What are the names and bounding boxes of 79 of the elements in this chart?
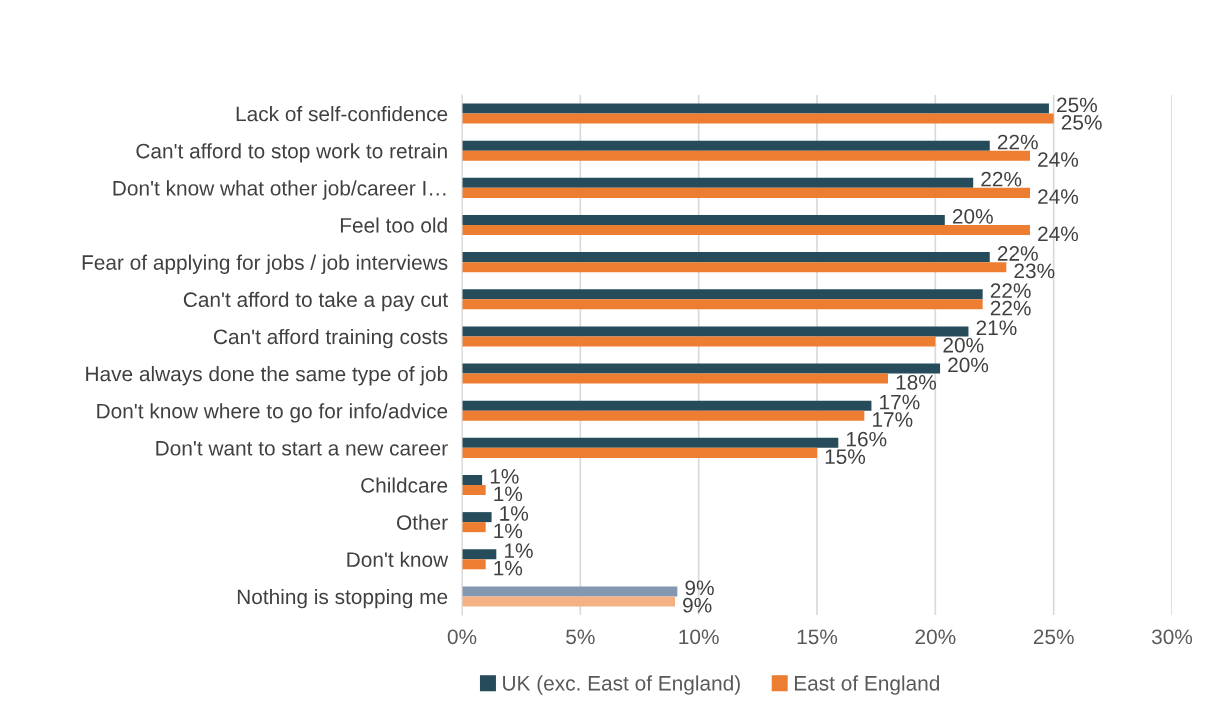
data-label: 23%	[1014, 263, 1055, 279]
data-label: 18%	[896, 375, 937, 390]
data-label: 24%	[1038, 152, 1079, 167]
data-label: 22%	[990, 300, 1031, 316]
bar	[462, 373, 888, 384]
bar	[462, 289, 983, 300]
data-label: 9%	[683, 597, 712, 613]
bar	[462, 187, 1030, 198]
y-tick-label: Don't want to start a new career	[156, 441, 448, 456]
bar	[462, 549, 497, 560]
data-label: 1%	[490, 469, 519, 484]
bar	[462, 596, 675, 607]
data-label: 15%	[825, 449, 866, 465]
bar	[462, 225, 1030, 236]
data-label: 25%	[1061, 115, 1102, 130]
bar	[462, 113, 1054, 124]
legend-label: East of England	[794, 675, 940, 695]
x-tick-label: 5%	[566, 629, 595, 645]
bar	[462, 522, 486, 533]
y-tick-label: Other	[397, 514, 448, 530]
y-tick-label: Don't know where to go for info/advice	[97, 403, 448, 423]
x-tick-label: 20%	[915, 629, 956, 645]
data-label: 25%	[1057, 97, 1097, 113]
data-label: 22%	[990, 283, 1031, 298]
x-tick-label: 15%	[797, 629, 838, 645]
data-label: 22%	[997, 246, 1038, 261]
y-tick-label: Childcare	[361, 477, 448, 493]
data-label: 1%	[494, 560, 523, 576]
bar	[462, 150, 1030, 161]
bar	[462, 363, 941, 374]
data-label: 20%	[948, 357, 989, 373]
x-tick-label: 30%	[1151, 629, 1193, 645]
data-label: 22%	[997, 134, 1038, 150]
bar	[462, 400, 872, 411]
y-tick-label: Feel too old	[340, 217, 447, 233]
data-label: 21%	[976, 320, 1017, 336]
data-label: 1%	[500, 506, 529, 521]
bar	[462, 326, 969, 337]
bar	[462, 512, 492, 523]
data-label: 24%	[1038, 226, 1079, 242]
data-label: 17%	[880, 394, 920, 410]
y-tick-label: Have always done the same type of job	[86, 366, 448, 386]
bar	[462, 447, 817, 458]
bar	[462, 252, 990, 263]
y-tick-label: Can't afford to stop work to retrain	[136, 143, 447, 163]
data-label: 9%	[685, 580, 714, 596]
bar	[462, 299, 983, 310]
data-label: 24%	[1038, 189, 1079, 204]
bar	[462, 214, 945, 225]
x-tick-label: 0%	[447, 629, 477, 645]
data-label: 1%	[494, 523, 523, 539]
bar	[462, 410, 865, 421]
bar	[462, 336, 936, 347]
x-tick-label: 10%	[679, 629, 719, 645]
bar	[462, 140, 990, 151]
data-label: 1%	[494, 486, 523, 502]
y-tick-label: Nothing is stopping me	[237, 588, 448, 609]
data-label: 1%	[505, 543, 533, 558]
data-label: 20%	[943, 337, 984, 353]
y-tick-label: Can't afford training costs	[213, 328, 448, 349]
bar	[462, 474, 483, 485]
y-tick-label: Don't know what other job/career I…	[113, 180, 446, 200]
y-tick-label: Fear of applying for jobs / job interviews	[82, 254, 448, 275]
bar	[462, 559, 486, 570]
y-tick-label: Don't know	[347, 551, 449, 568]
data-label: 20%	[952, 208, 993, 224]
data-label: 16%	[846, 431, 887, 447]
bar	[462, 177, 974, 188]
legend-label: UK (exc. East of England)	[503, 675, 740, 695]
bar	[462, 586, 678, 597]
bar	[462, 103, 1049, 114]
x-tick-label: 25%	[1033, 629, 1074, 645]
bar	[462, 262, 1007, 273]
data-label: 17%	[873, 412, 913, 427]
bar	[462, 485, 486, 496]
data-label: 22%	[981, 171, 1022, 187]
bar	[462, 437, 839, 448]
y-tick-label: Lack of self-confidence	[236, 106, 448, 122]
y-tick-label: Can't afford to take a pay cut	[183, 291, 448, 312]
